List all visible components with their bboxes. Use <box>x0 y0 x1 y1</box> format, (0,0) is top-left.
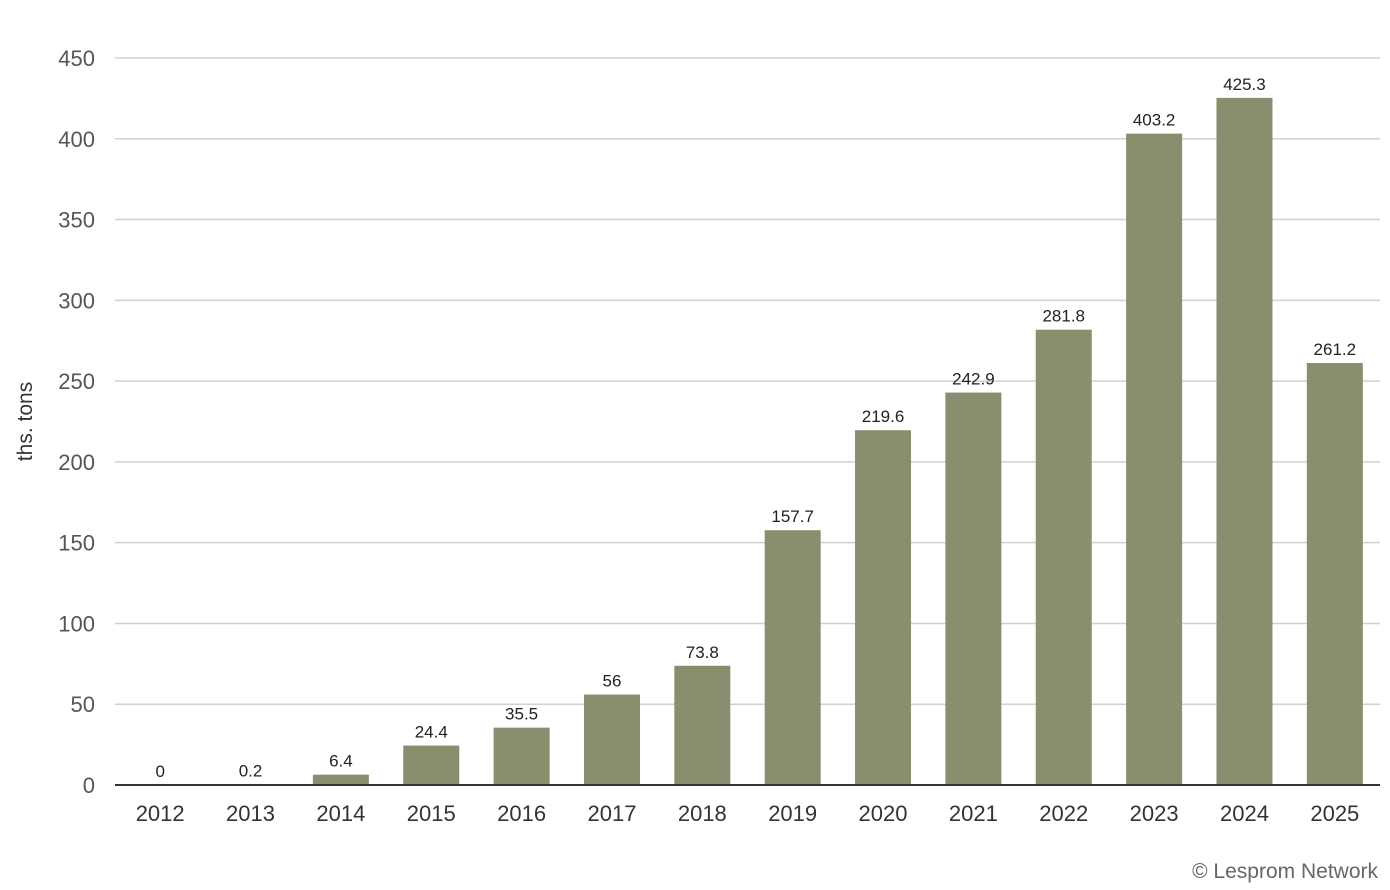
data-label: 73.8 <box>686 643 719 662</box>
bar <box>674 665 731 785</box>
bar <box>945 392 1002 785</box>
y-tick-label: 200 <box>58 450 95 475</box>
data-label: 0 <box>155 762 164 781</box>
x-tick-label: 2016 <box>497 801 546 826</box>
y-tick-label: 100 <box>58 611 95 636</box>
y-tick-label: 350 <box>58 208 95 233</box>
data-label: 261.2 <box>1314 340 1357 359</box>
x-tick-label: 2024 <box>1220 801 1269 826</box>
x-tick-label: 2018 <box>678 801 727 826</box>
bar <box>1126 133 1183 785</box>
data-label: 0.2 <box>239 762 263 781</box>
y-tick-label: 250 <box>58 369 95 394</box>
gridlines <box>115 57 1380 705</box>
x-axis-tick-labels: 2012 2013 2014 2015 2016 2017 2018 2019 2020 2021… <box>136 801 1360 826</box>
bar <box>764 530 821 785</box>
y-tick-label: 150 <box>58 531 95 556</box>
data-label: 242.9 <box>952 370 995 389</box>
y-tick-label: 50 <box>71 692 95 717</box>
y-tick-label: 450 <box>58 46 95 71</box>
bar <box>1306 363 1363 785</box>
data-label: 35.5 <box>505 705 538 724</box>
x-tick-label: 2023 <box>1130 801 1179 826</box>
y-axis-tick-labels: 0 50 100 150 200 250 300 350 400 450 <box>58 46 95 798</box>
x-tick-label: 2014 <box>316 801 365 826</box>
x-tick-label: 2019 <box>768 801 817 826</box>
x-tick-label: 2013 <box>226 801 275 826</box>
bar <box>583 694 640 785</box>
x-tick-label: 2017 <box>587 801 636 826</box>
data-label: 425.3 <box>1223 75 1266 94</box>
bar <box>403 745 460 785</box>
bar <box>1216 97 1273 785</box>
bars <box>222 97 1363 785</box>
data-label: 6.4 <box>329 752 353 771</box>
data-labels: 0 0.2 6.4 24.4 35.5 56 73.8 157.7 219.6 242.9 281.… <box>155 75 1356 781</box>
credit-text: © Lesprom Network <box>1192 860 1378 883</box>
y-tick-label: 0 <box>83 773 95 798</box>
x-tick-label: 2025 <box>1310 801 1359 826</box>
data-label: 219.6 <box>862 407 905 426</box>
data-label: 157.7 <box>771 507 814 526</box>
y-tick-label: 400 <box>58 127 95 152</box>
data-label: 281.8 <box>1042 307 1085 326</box>
y-axis-title: ths. tons <box>14 382 37 461</box>
x-tick-label: 2020 <box>859 801 908 826</box>
bar <box>493 727 550 785</box>
x-tick-label: 2015 <box>407 801 456 826</box>
x-tick-label: 2022 <box>1039 801 1088 826</box>
data-label: 24.4 <box>415 723 448 742</box>
x-tick-label: 2021 <box>949 801 998 826</box>
bar <box>312 774 369 785</box>
y-tick-label: 300 <box>58 288 95 313</box>
bar <box>1035 329 1092 785</box>
data-label: 56 <box>603 672 622 691</box>
x-tick-label: 2012 <box>136 801 185 826</box>
bar <box>855 430 912 785</box>
data-label: 403.2 <box>1133 111 1176 130</box>
